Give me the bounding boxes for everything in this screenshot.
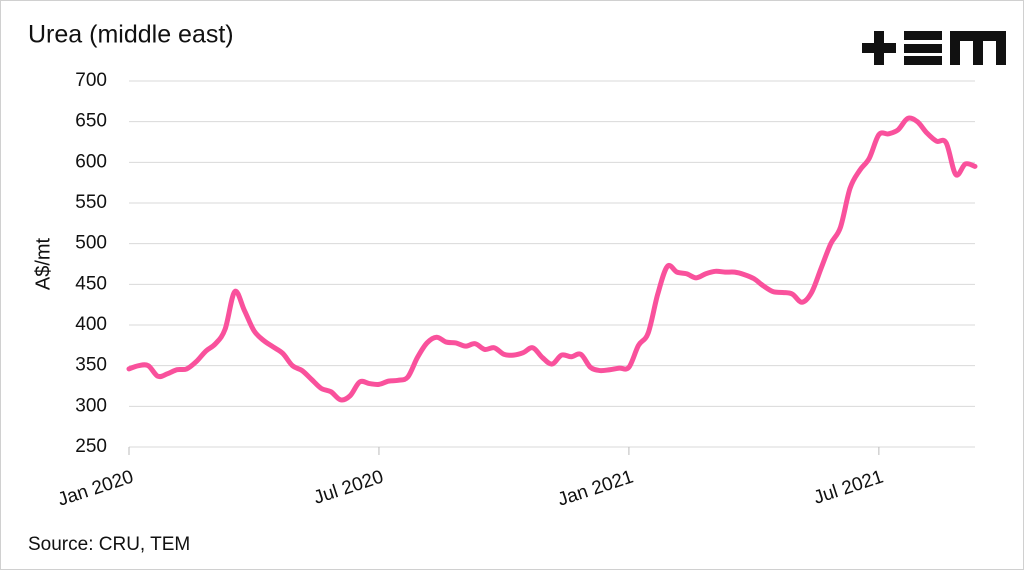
chart-title: Urea (middle east) bbox=[28, 21, 234, 49]
source-note: Source: CRU, TEM bbox=[28, 534, 190, 555]
y-tick-label: 650 bbox=[75, 111, 107, 132]
y-tick-label: 450 bbox=[75, 273, 107, 294]
y-axis-label: A$/mt bbox=[32, 237, 54, 290]
y-tick-label: 500 bbox=[75, 233, 107, 254]
y-tick-label: 600 bbox=[75, 151, 107, 172]
y-tick-label: 300 bbox=[75, 395, 107, 416]
y-tick-label: 350 bbox=[75, 355, 107, 376]
data-line bbox=[126, 115, 978, 403]
y-tick-label: 700 bbox=[75, 70, 107, 91]
logo bbox=[862, 31, 1006, 65]
y-tick-label: 550 bbox=[75, 192, 107, 213]
y-tick-label: 400 bbox=[75, 314, 107, 335]
y-tick-label: 250 bbox=[75, 436, 107, 457]
